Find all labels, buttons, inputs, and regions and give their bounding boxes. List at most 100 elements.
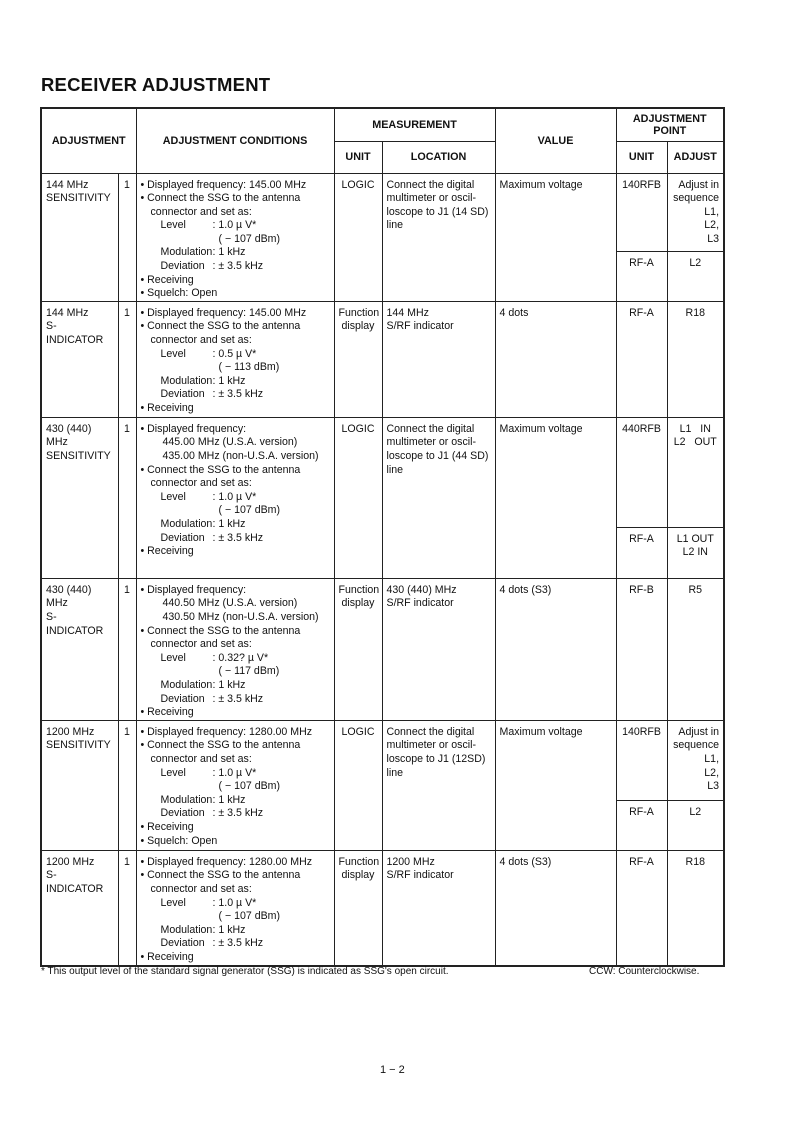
adjustment-point-unit: RF-A [615, 849, 668, 967]
adjustment-name: 144 MHz S- INDICATOR [40, 300, 119, 418]
condition-line: • Squelch: Open [140, 834, 218, 847]
adjustment-point-unit: 440RFB [615, 416, 668, 528]
adjustment-name: 430 (440) MHz S- INDICATOR [40, 577, 119, 721]
value-text: 4 dots [499, 306, 529, 319]
cell-text: 430 (440) MHz S/RF indicator [383, 579, 495, 611]
param-value: : ± 3.5 kHz [212, 937, 264, 950]
adjustment-point-adjust: R18 [666, 300, 725, 418]
condition-param: Level: 0.32? µ V* [141, 652, 330, 666]
param-value: : 0.5 µ V* [212, 347, 257, 360]
table-row: 144 MHz S- INDICATOR 1 • Displayed frequency… [40, 300, 725, 418]
cell-text: LOGIC [335, 721, 382, 740]
adjustment-conditions: • Displayed frequency: 445.00 MHz (U.S.A.… [135, 416, 335, 579]
header-value: VALUE [494, 107, 617, 174]
text-line: L2 [689, 805, 702, 818]
measurement-location: 1200 MHz S/RF indicator [381, 849, 496, 967]
text-line: L1, [704, 752, 720, 765]
text-line: L2 OUT [673, 436, 717, 449]
text-line: 1200 MHz [46, 855, 95, 868]
adjustment-point-adjust: R18 [666, 849, 725, 967]
header-ap-adjust: ADJUST [666, 140, 725, 174]
condition-line: • Displayed frequency: [140, 583, 247, 596]
text-line: SENSITIVITY [46, 450, 111, 463]
text-line: multimeter or oscil- [386, 192, 476, 205]
value: Maximum voltage [494, 172, 617, 302]
cell-text: 430 (440) MHz S- INDICATOR [42, 579, 118, 638]
header-location: LOCATION [381, 140, 496, 174]
page-title: RECEIVER ADJUSTMENT [41, 74, 271, 95]
text-line: L1 OUT [676, 532, 714, 545]
adjustment-conditions: • Displayed frequency: 1280.00 MHz • Conn… [135, 719, 335, 851]
header-adjustment: ADJUSTMENT [40, 107, 137, 174]
adjustment-point-adjust: L1 OUT L2 IN [666, 526, 725, 579]
header-ap-unit: UNIT [615, 140, 668, 174]
conditions-text: • Displayed frequency: 145.00 MHz • Conne… [137, 174, 334, 301]
cell-text: LOGIC [335, 418, 382, 437]
text-line: R5 [688, 583, 703, 596]
condition-line: • Receiving [140, 950, 194, 963]
text-line: display [341, 597, 375, 610]
param-value: : ± 3.5 kHz [212, 807, 264, 820]
point-adjust-text: L1 OUT L2 IN [668, 528, 724, 560]
adjustment-point-adjust: Adjust in sequence L1, L2, L3 [666, 172, 725, 252]
point-unit-text: 140RFB [622, 178, 661, 191]
condition-param: Level: 1.0 µ V* [141, 491, 330, 505]
text-line: L2 [689, 256, 702, 269]
condition-param: Deviation: ± 3.5 kHz [141, 937, 330, 951]
text-line: line [386, 463, 404, 476]
condition-line: • Receiving [140, 545, 194, 558]
table-row: 1200 MHz S- INDICATOR 1 • Displayed frequenc… [40, 849, 725, 967]
condition-param: Level: 1.0 µ V* [141, 897, 330, 911]
text-line: 1200 MHz [386, 855, 435, 868]
text-line: line [386, 219, 404, 232]
adjustment-conditions: • Displayed frequency: 145.00 MHz • Conne… [135, 300, 335, 418]
step-number: 1 [117, 416, 137, 579]
point-unit-text: 140RFB [622, 725, 661, 738]
cell-text: 144 MHz SENSITIVITY [42, 174, 118, 206]
condition-line: • Receiving [140, 706, 194, 719]
condition-param: Modulation: 1 kHz [141, 375, 330, 389]
text-line: INDICATOR [46, 624, 104, 637]
text-line: L2, [704, 766, 720, 779]
point-unit-text: RF-A [629, 805, 654, 818]
text-line: L2, [704, 219, 720, 232]
condition-param: Deviation: ± 3.5 kHz [141, 807, 330, 821]
text-line: INDICATOR [46, 882, 104, 895]
param-value: : ± 3.5 kHz [212, 388, 264, 401]
text-line: Adjust in [678, 178, 720, 191]
text-line: Adjust in [678, 725, 720, 738]
text-line: MHz [46, 436, 68, 449]
text-line: 430 (440) [46, 583, 92, 596]
param-label: Modulation [160, 518, 213, 530]
text-line: INDICATOR [46, 334, 104, 347]
param-value: : 1 kHz [212, 793, 246, 806]
point-adjust-text: Adjust in sequence L1, L2, L3 [668, 174, 724, 247]
point-adjust-text: L1 IN L2 OUT [668, 418, 724, 450]
adjustment-name: 144 MHz SENSITIVITY [40, 172, 119, 302]
cell-text: 1200 MHz S- INDICATOR [42, 851, 118, 897]
condition-line: ( − 107 dBm) [218, 780, 281, 793]
condition-param: Deviation: ± 3.5 kHz [141, 388, 330, 402]
text-line: L1 IN [679, 422, 711, 435]
value: 4 dots [494, 300, 617, 418]
value-text: Maximum voltage [499, 725, 583, 738]
text-line: sequence [673, 192, 720, 205]
step-text: 1 [124, 422, 130, 435]
table-row: 430 (440) MHz S- INDICATOR 1 • Displayed freq… [40, 577, 725, 721]
condition-line: connector and set as: [150, 205, 252, 218]
value-text: 4 dots (S3) [499, 855, 552, 868]
table-subrow: RF-A L1 OUT L2 IN [41, 526, 725, 579]
conditions-text: • Displayed frequency: 1280.00 MHz • Conn… [137, 851, 334, 965]
param-label: Modulation [160, 923, 213, 936]
text-line: Function [338, 583, 380, 596]
text-line: 1200 MHz [46, 725, 95, 738]
page-number: 1 − 2 [380, 1064, 405, 1076]
text-line: loscope to J1 (14 SD) [386, 205, 489, 218]
condition-line: connector and set as: [150, 638, 252, 651]
conditions-text: • Displayed frequency: 445.00 MHz (U.S.A.… [137, 418, 334, 559]
param-value: : 1.0 µ V* [212, 219, 257, 232]
step-text: 1 [124, 855, 130, 868]
text-line: 144 MHz [46, 178, 89, 191]
step-text: 1 [124, 306, 130, 319]
step-text: 1 [124, 583, 130, 596]
